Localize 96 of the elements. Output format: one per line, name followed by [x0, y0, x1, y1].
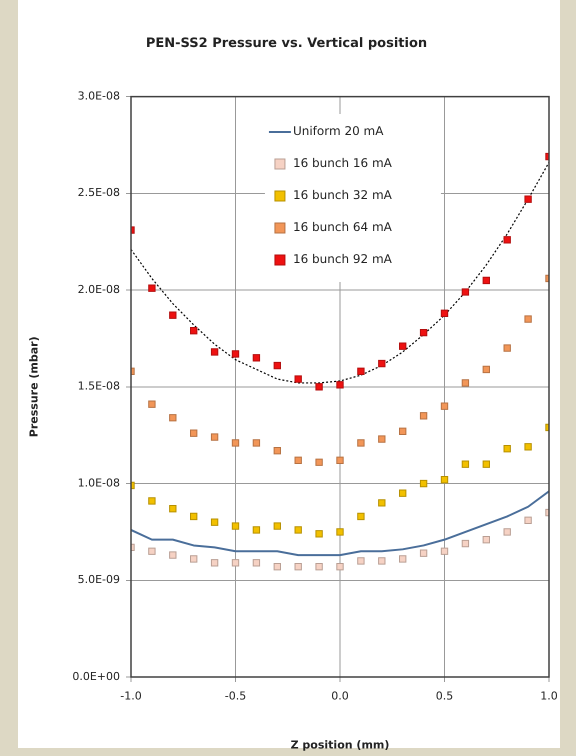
point [378, 557, 386, 565]
point [462, 540, 470, 548]
point [274, 362, 281, 370]
point [148, 400, 156, 408]
point [252, 354, 260, 362]
point [315, 563, 323, 570]
point [232, 522, 240, 530]
point [315, 530, 323, 538]
point [274, 522, 281, 530]
point [440, 548, 448, 555]
point [232, 350, 240, 358]
point [378, 360, 386, 368]
point [274, 446, 281, 454]
point [440, 310, 448, 317]
point [399, 555, 406, 563]
point [357, 439, 365, 447]
point [420, 480, 428, 488]
legend-label: 16 bunch 64 mA [292, 220, 393, 234]
point [294, 526, 302, 534]
x-tick-label: 1.0 [540, 689, 558, 702]
point [524, 195, 532, 203]
point [399, 490, 406, 497]
legend-label: 16 bunch 32 mA [292, 188, 393, 202]
point [378, 435, 386, 443]
point [169, 505, 176, 512]
point [524, 516, 532, 524]
point [504, 236, 511, 244]
y-tick-label: 5.0E-09 [78, 573, 120, 586]
chart-title: PEN-SS2 Pressure vs. Vertical position [146, 36, 428, 52]
point [190, 512, 198, 520]
point [420, 550, 428, 557]
point [274, 563, 281, 570]
point [210, 433, 218, 441]
point [482, 536, 490, 544]
y-tick-label: 0.0E+00 [72, 670, 120, 683]
point [232, 559, 240, 567]
point [462, 288, 470, 296]
point [315, 458, 323, 466]
point [294, 375, 302, 383]
point [357, 557, 365, 565]
point [378, 499, 386, 507]
point [336, 381, 344, 389]
point [482, 460, 490, 468]
point [504, 528, 511, 536]
point [482, 366, 490, 374]
point [336, 528, 344, 536]
point [357, 512, 365, 520]
legend-label: Uniform 20 mA [292, 124, 384, 138]
y-tick-label: 2.5E-08 [78, 186, 120, 200]
x-tick-label: 0.5 [436, 689, 454, 702]
point [336, 563, 344, 570]
point [524, 443, 532, 450]
x-tick-label: 0.0 [331, 689, 349, 702]
point [252, 559, 260, 567]
point [294, 456, 302, 464]
point [357, 368, 365, 376]
point [504, 445, 511, 452]
point [399, 428, 406, 435]
x-tick-label: -1.0 [120, 689, 142, 702]
point [462, 460, 470, 468]
point [252, 439, 260, 447]
point [504, 344, 511, 352]
point [232, 439, 240, 447]
point [440, 402, 448, 410]
point [210, 559, 218, 567]
point [148, 284, 156, 292]
y-tick-label: 1.0E-08 [78, 476, 120, 490]
point [210, 518, 218, 526]
point [315, 383, 323, 390]
point [190, 430, 198, 437]
point [252, 526, 260, 534]
point [440, 476, 448, 484]
point [169, 312, 176, 319]
y-axis-title: Pressure (mbar) [27, 336, 40, 438]
point [420, 328, 428, 336]
x-tick-label: -0.5 [224, 689, 246, 702]
point [524, 315, 532, 323]
point [336, 456, 344, 464]
point [190, 555, 198, 563]
point [482, 276, 490, 284]
legend-label: 16 bunch 92 mA [292, 252, 393, 266]
point [190, 327, 198, 334]
point [420, 412, 428, 420]
y-tick-label: 2.0E-08 [78, 282, 120, 296]
point [148, 548, 156, 555]
x-axis-title: Z position (mm) [290, 738, 390, 752]
y-tick-label: 3.0E-08 [78, 89, 120, 102]
point [148, 497, 156, 505]
y-tick-label: 1.5E-08 [78, 380, 120, 393]
point [294, 563, 302, 570]
point [399, 342, 406, 350]
point [169, 414, 176, 422]
point [210, 348, 218, 356]
legend-label: 16 bunch 16 mA [292, 156, 393, 170]
point [169, 551, 176, 559]
point [462, 379, 470, 387]
